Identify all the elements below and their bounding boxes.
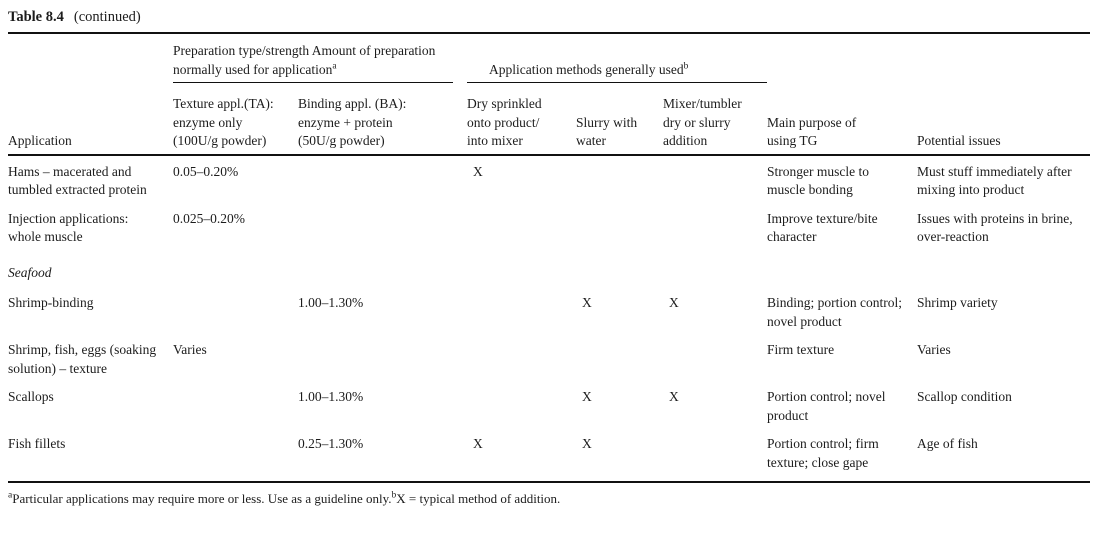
- column-header-dry-sprinkled: Dry sprinkled onto product/ into mixer: [467, 83, 577, 156]
- continued-label: (continued): [73, 9, 141, 25]
- row-shrimp-binding: Shrimp-binding 1.00–1.30% X X Binding; p…: [8, 282, 1090, 331]
- cell-method-dry: [467, 200, 576, 247]
- cell-binding-amount: 1.00–1.30%: [298, 295, 364, 310]
- cell-binding-amount: 0.25–1.30%: [298, 436, 364, 451]
- row-shrimp-fish-eggs: Shrimp, fish, eggs (soaking solution) – …: [8, 331, 1090, 378]
- cell-binding-amount: [298, 331, 467, 378]
- column-header-main-purpose: Main purpose of using TG: [767, 83, 918, 156]
- footnote-text-a: Particular applications may require more…: [12, 491, 392, 506]
- cell-texture-amount: [173, 378, 298, 425]
- cell-main-purpose: Portion control; novel product: [767, 389, 886, 423]
- caption-rule: [8, 32, 1090, 34]
- cell-method-mixer: [663, 331, 767, 378]
- cell-potential-issues: Issues with proteins in brine, over-reac…: [917, 210, 1073, 245]
- group-header-row: Preparation type/strength Amount of prep…: [8, 34, 1090, 83]
- row-scallops: Scallops 1.00–1.30% X X Portion control;…: [8, 378, 1090, 425]
- cell-method-dry: X: [473, 436, 483, 451]
- table-caption: Table 8.4 (continued): [8, 6, 1090, 26]
- column-header-texture-appl: Texture appl.(TA): enzyme only (100U/g p…: [173, 83, 298, 156]
- cell-potential-issues: Varies: [917, 342, 951, 357]
- cell-method-dry: X: [473, 163, 483, 179]
- cell-texture-amount: 0.025–0.20%: [173, 210, 245, 226]
- footnote-marker-b: b: [683, 61, 689, 71]
- cell-method-dry: [467, 378, 576, 425]
- section-row-seafood: Seafood: [8, 247, 1090, 283]
- column-header-potential-issues: Potential issues: [917, 83, 1091, 156]
- cell-binding-amount: 1.00–1.30%: [298, 389, 364, 404]
- group-methods-label: Application methods generally used: [489, 61, 684, 77]
- cell-application: Scallops: [8, 389, 54, 404]
- column-header-row: Application Texture appl.(TA): enzyme on…: [8, 83, 1091, 156]
- cell-method-dry: [467, 282, 576, 331]
- row-fish-fillets: Fish fillets 0.25–1.30% X X Portion cont…: [8, 425, 1090, 482]
- cell-method-mixer: [663, 425, 767, 482]
- cell-method-slurry: [576, 331, 663, 378]
- table-number: Table 8.4: [8, 9, 64, 25]
- footnote-marker-a: a: [332, 61, 337, 71]
- footnote-marker-a: a: [8, 490, 13, 501]
- document-page: Table 8.4 (continued) Preparation type/st…: [8, 6, 1091, 507]
- cell-potential-issues: Age of fish: [917, 436, 978, 451]
- cell-texture-amount: Varies: [173, 342, 207, 357]
- cell-texture-amount: 0.05–0.20%: [173, 163, 239, 179]
- group-header-preparation: Preparation type/strength Amount of prep…: [173, 34, 467, 83]
- group-header-spacer: [8, 34, 173, 83]
- cell-main-purpose: Improve texture/bite character: [767, 210, 878, 245]
- cell-application: Shrimp-binding: [8, 295, 94, 310]
- cell-application: Injection applications: whole muscle: [8, 210, 129, 245]
- group-header-spacer: [767, 34, 1090, 83]
- cell-main-purpose: Stronger muscle to muscle bonding: [767, 163, 870, 198]
- column-header-mixer-tumbler: Mixer/tumbler dry or slurry addition: [663, 83, 768, 156]
- cell-application: Hams – macerated and tumbled extracted p…: [8, 163, 147, 198]
- cell-method-slurry: X: [582, 295, 592, 310]
- cell-method-slurry: [576, 155, 663, 200]
- cell-application: Fish fillets: [8, 436, 66, 451]
- cell-method-slurry: X: [582, 389, 592, 404]
- cell-method-slurry: [576, 200, 663, 247]
- cell-method-mixer: [663, 200, 767, 247]
- cell-method-mixer: X: [669, 389, 679, 404]
- cell-application: Shrimp, fish, eggs (soaking solution) – …: [8, 342, 157, 376]
- cell-method-dry: [467, 331, 576, 378]
- cell-potential-issues: Shrimp variety: [917, 295, 998, 310]
- cell-binding-amount: [298, 200, 467, 247]
- applications-table: Preparation type/strength Amount of prep…: [8, 34, 1091, 483]
- cell-method-mixer: [663, 155, 767, 200]
- cell-method-mixer: X: [669, 295, 679, 310]
- cell-main-purpose: Firm texture: [767, 342, 835, 357]
- cell-texture-amount: [173, 425, 298, 482]
- column-header-slurry: Slurry with water: [576, 83, 664, 156]
- footnote: aParticular applications may require mor…: [8, 483, 1090, 507]
- group-header-methods: Application methods generally usedb: [467, 34, 768, 83]
- cell-binding-amount: [298, 155, 467, 200]
- cell-main-purpose: Portion control; firm texture; close gap…: [767, 436, 879, 470]
- row-hams: Hams – macerated and tumbled extracted p…: [8, 155, 1090, 200]
- cell-potential-issues: Scallop condition: [917, 389, 1012, 404]
- cell-method-slurry: X: [582, 436, 592, 451]
- section-label: Seafood: [8, 264, 52, 280]
- column-header-binding-appl: Binding appl. (BA): enzyme + protein (50…: [298, 83, 468, 156]
- cell-potential-issues: Must stuff immediately after mixing into…: [917, 163, 1072, 198]
- footnote-marker-b: b: [391, 490, 397, 501]
- cell-texture-amount: [173, 282, 298, 331]
- footnote-text-b: X = typical method of addition.: [396, 491, 561, 506]
- row-injection: Injection applications: whole muscle 0.0…: [8, 200, 1090, 247]
- cell-main-purpose: Binding; portion control; novel product: [767, 295, 903, 329]
- group-preparation-label: Preparation type/strength Amount of prep…: [173, 43, 436, 77]
- column-header-application: Application: [8, 83, 173, 156]
